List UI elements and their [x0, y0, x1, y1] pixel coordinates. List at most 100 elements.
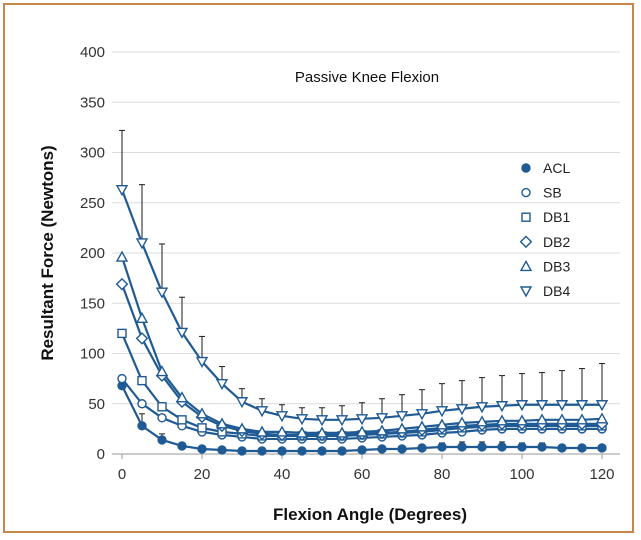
y-tick-label: 250 — [80, 195, 105, 212]
data-point-acl — [377, 444, 387, 454]
x-tick-label: 40 — [274, 466, 291, 483]
legend-label-db2: DB2 — [543, 234, 570, 250]
data-point-db4 — [575, 400, 589, 412]
data-point-db3 — [395, 422, 409, 434]
data-point-acl — [417, 443, 427, 453]
data-point-acl — [357, 445, 367, 455]
data-point-db3 — [475, 415, 489, 427]
data-point-acl — [237, 446, 247, 456]
data-point-db4 — [115, 184, 129, 197]
data-point-acl — [137, 421, 147, 431]
data-point-sb — [157, 413, 167, 423]
legend-marker-db3 — [519, 259, 533, 272]
data-point-acl — [297, 446, 307, 456]
data-point-acl — [597, 443, 607, 453]
x-tick-label: 100 — [509, 466, 534, 483]
legend-marker-db2 — [519, 235, 533, 249]
data-point-db4 — [235, 397, 249, 409]
y-tick-label: 200 — [80, 245, 105, 262]
data-point-db3 — [235, 422, 249, 434]
data-markers — [115, 184, 609, 456]
data-point-db3 — [135, 311, 149, 324]
x-tick-label: 120 — [589, 466, 614, 483]
data-point-acl — [197, 444, 207, 454]
data-point-db4 — [435, 406, 449, 418]
data-point-acl — [177, 441, 187, 451]
data-point-db3 — [195, 407, 209, 419]
data-point-db4 — [335, 415, 349, 427]
data-point-acl — [257, 446, 267, 456]
data-point-acl — [397, 444, 407, 454]
y-tick-label: 0 — [97, 446, 105, 463]
legend-label-db4: DB4 — [543, 283, 570, 299]
data-point-db3 — [255, 425, 269, 437]
x-tick-label: 20 — [194, 466, 211, 483]
data-point-acl — [217, 445, 227, 455]
data-point-acl — [497, 442, 507, 452]
data-point-db1 — [177, 415, 187, 425]
error-bars — [119, 129, 605, 451]
chart-frame: 0 50 100 150 200 250 300 350 400 0 20 40 60 80 100 120 … — [3, 3, 634, 533]
y-tick-label: 300 — [80, 145, 105, 162]
data-point-db1 — [157, 402, 167, 412]
data-point-db4 — [255, 406, 269, 418]
legend-label-db1: DB1 — [543, 209, 570, 225]
data-point-db3 — [575, 413, 589, 425]
data-point-db3 — [515, 414, 529, 426]
data-point-db1 — [197, 423, 207, 433]
data-point-db3 — [315, 426, 329, 438]
data-point-acl — [517, 442, 527, 452]
data-point-sb — [137, 399, 147, 409]
data-point-acl — [317, 446, 327, 456]
data-point-db4 — [195, 356, 209, 368]
data-point-db1 — [137, 375, 147, 386]
data-point-acl — [477, 442, 487, 452]
y-tick-label: 150 — [80, 295, 105, 312]
y-tick-label: 100 — [80, 346, 105, 363]
y-tick-label: 350 — [80, 94, 105, 111]
data-point-db3 — [295, 426, 309, 438]
data-point-db3 — [115, 250, 129, 262]
data-point-acl — [437, 442, 447, 452]
data-point-db3 — [435, 418, 449, 430]
data-point-db3 — [375, 424, 389, 436]
x-tick-label: 0 — [118, 466, 126, 483]
data-point-db3 — [495, 414, 509, 426]
data-point-acl — [577, 443, 587, 453]
legend-label-sb: SB — [543, 185, 562, 201]
data-point-acl — [337, 446, 347, 456]
legend-marker-db4 — [519, 286, 533, 298]
legend: ACL SB DB1 DB2 DB3 DB4 — [519, 160, 570, 299]
data-point-db4 — [475, 402, 489, 414]
data-point-db2 — [135, 332, 149, 345]
data-point-db4 — [135, 238, 149, 250]
data-point-db3 — [215, 417, 229, 429]
data-point-db3 — [455, 416, 469, 428]
data-point-db4 — [495, 401, 509, 413]
data-point-db4 — [275, 411, 289, 423]
data-point-acl — [557, 443, 567, 453]
y-axis-title: Resultant Force (Newtons) — [38, 145, 57, 360]
data-point-db4 — [455, 404, 469, 416]
data-point-acl — [537, 442, 547, 452]
data-point-db4 — [415, 409, 429, 421]
x-tick-label: 60 — [354, 466, 371, 483]
data-point-db4 — [535, 400, 549, 412]
data-point-acl — [277, 446, 287, 456]
data-point-db3 — [275, 425, 289, 437]
data-point-db3 — [595, 412, 609, 424]
gridlines — [112, 51, 620, 455]
data-point-acl — [157, 435, 167, 445]
data-point-db4 — [175, 327, 189, 339]
legend-marker-db1 — [521, 212, 531, 222]
axes: 0 50 100 150 200 250 300 350 400 0 20 40 60 80 100 120 — [80, 44, 615, 483]
x-tick-label: 80 — [434, 466, 451, 483]
data-point-db3 — [355, 425, 369, 437]
data-point-db4 — [355, 414, 369, 426]
legend-marker-acl — [521, 163, 531, 173]
data-point-db4 — [215, 378, 229, 391]
legend-marker-sb — [521, 187, 531, 198]
chart-title: Passive Knee Flexion — [295, 69, 439, 86]
data-point-db4 — [595, 400, 609, 412]
data-point-db3 — [535, 413, 549, 425]
